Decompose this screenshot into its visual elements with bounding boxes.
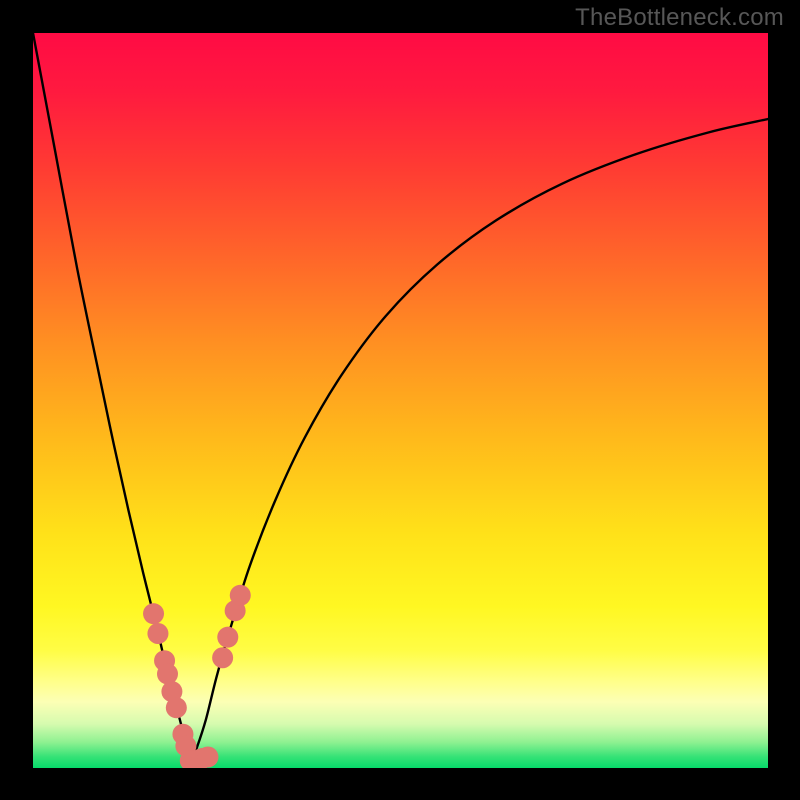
data-marker — [197, 746, 218, 767]
watermark-text: TheBottleneck.com — [575, 4, 784, 32]
bottleneck-curve-plot — [0, 0, 800, 800]
curve-right-branch — [191, 119, 768, 762]
data-marker — [147, 623, 168, 644]
chart-stage: TheBottleneck.com — [0, 0, 800, 800]
data-marker — [143, 603, 164, 624]
data-marker — [212, 647, 233, 668]
data-marker — [157, 663, 178, 684]
data-marker — [166, 697, 187, 718]
data-marker — [217, 627, 238, 648]
data-marker — [230, 585, 251, 606]
marker-group — [143, 585, 251, 771]
